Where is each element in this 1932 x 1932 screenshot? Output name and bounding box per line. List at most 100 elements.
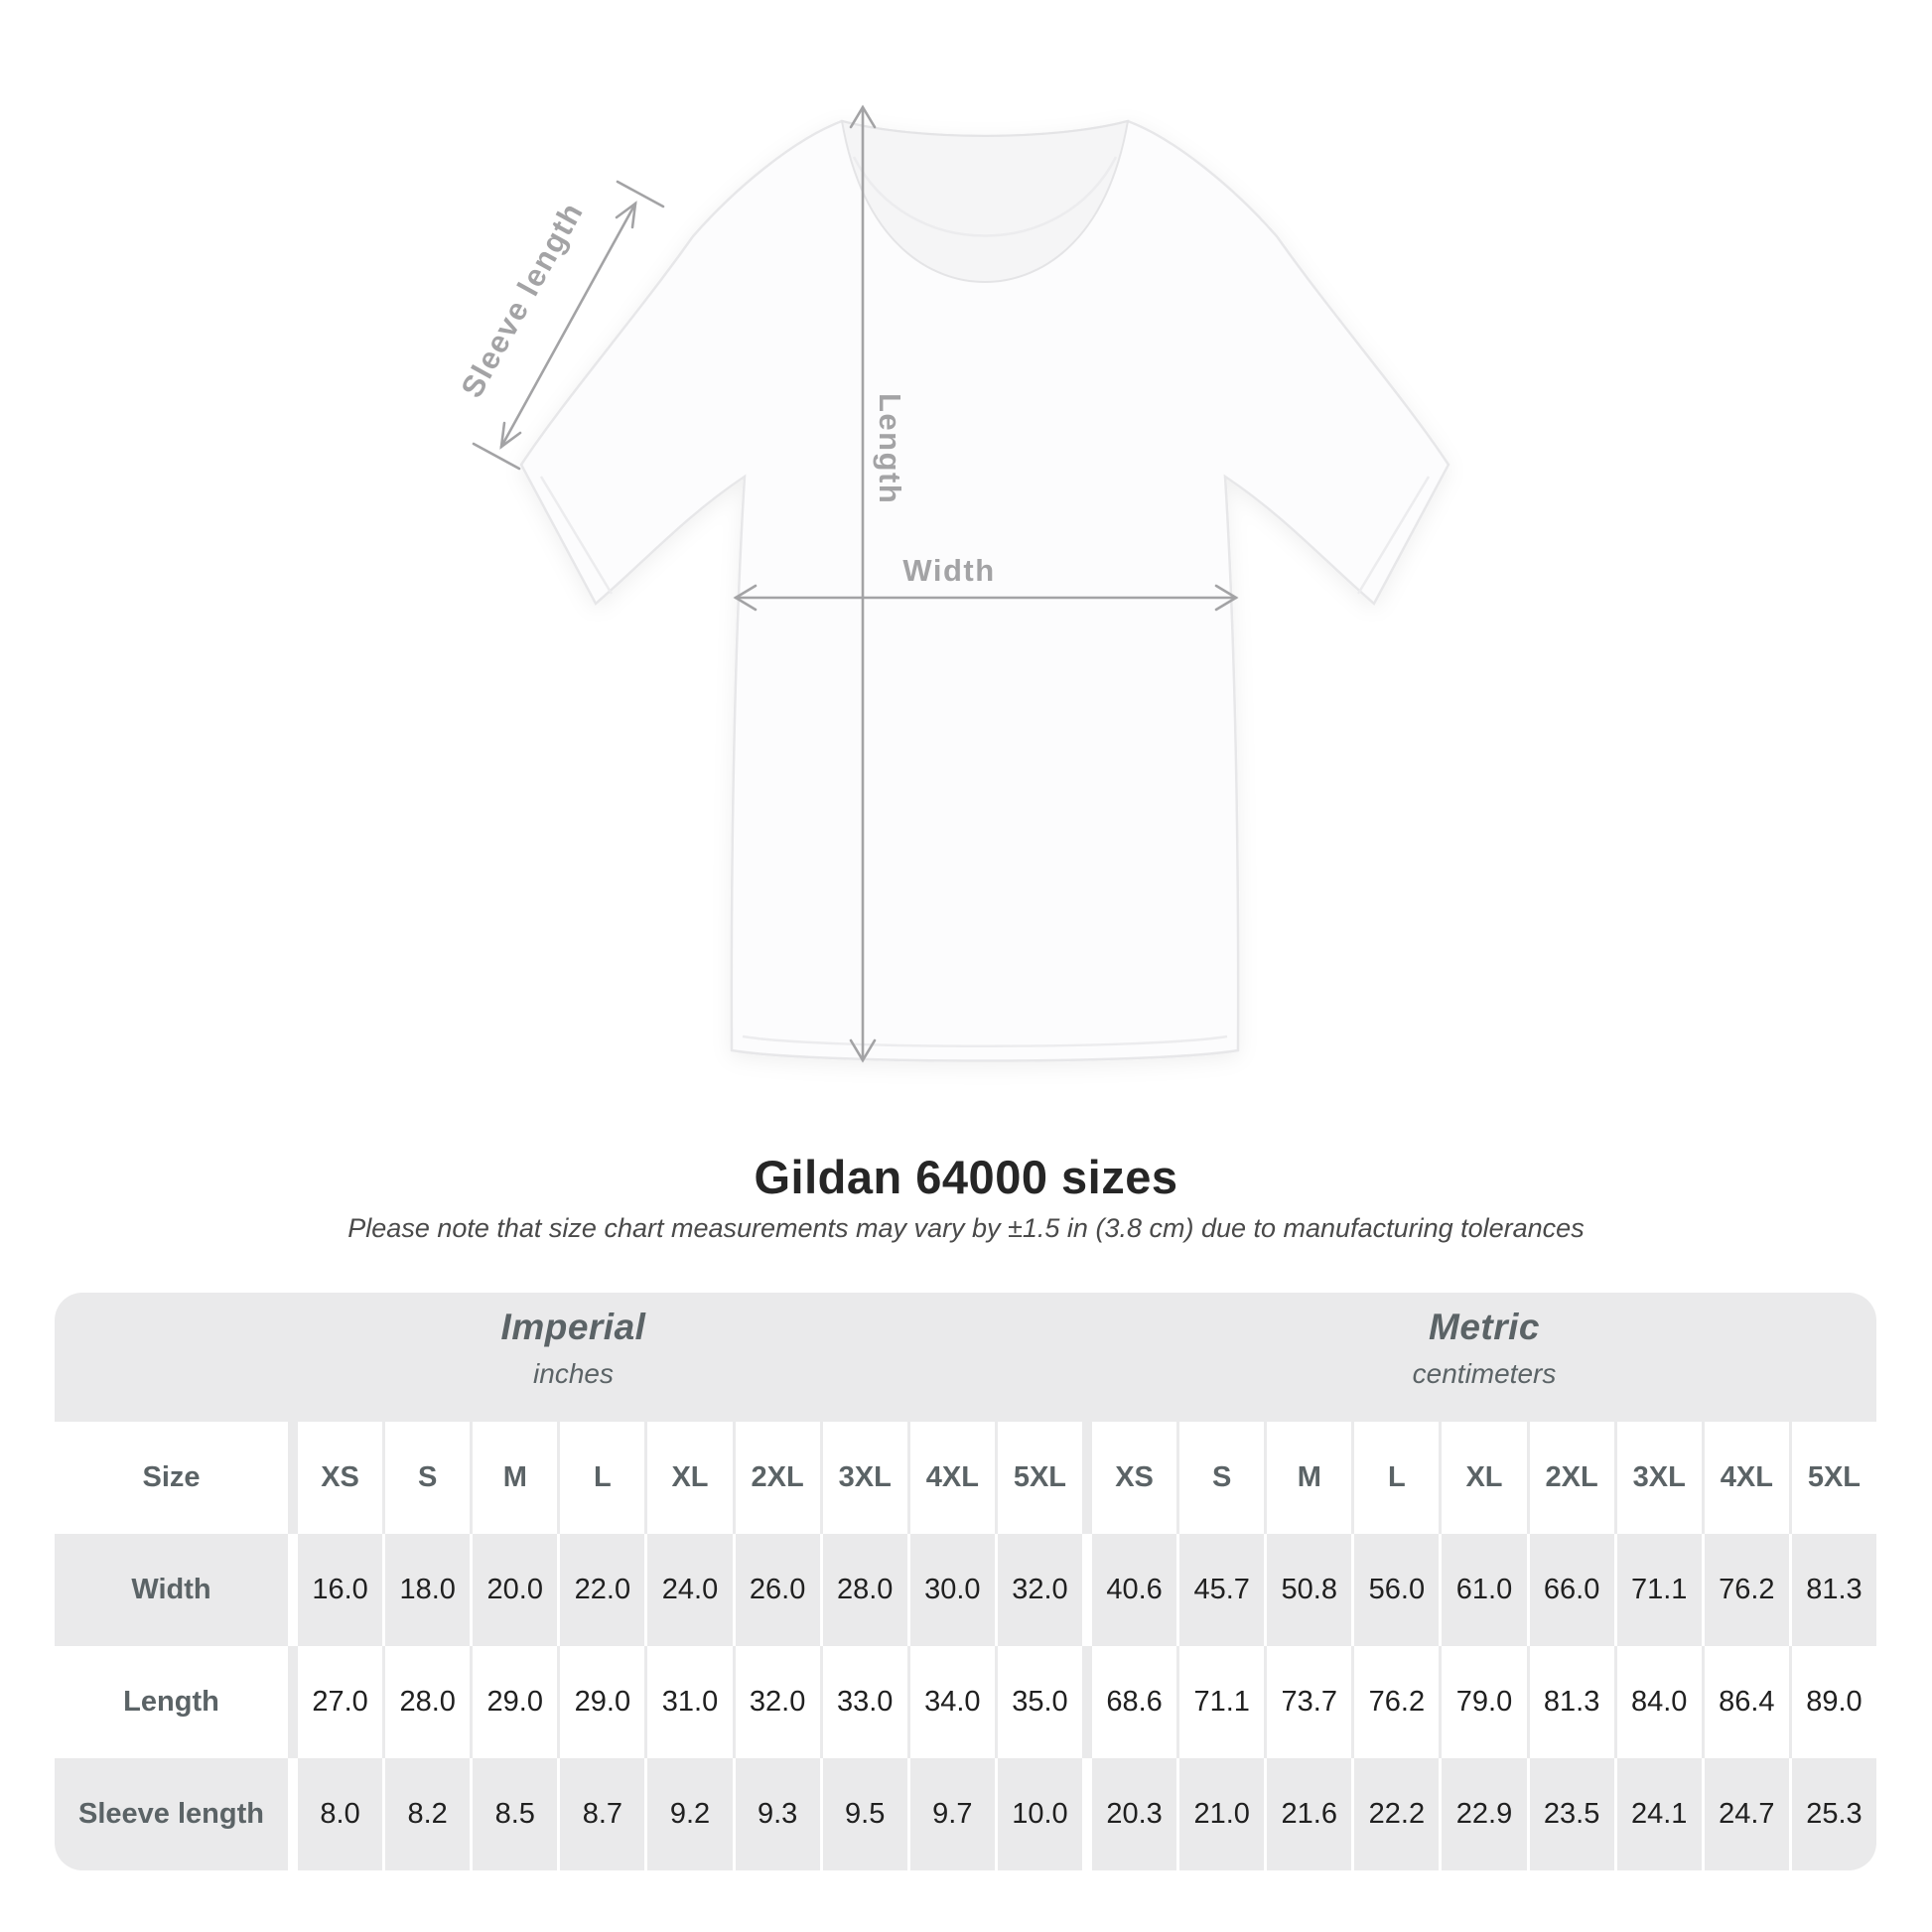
measure-row-1-imperial-cell: 34.0	[909, 1646, 995, 1758]
size-header-row-metric-cell: 3XL	[1616, 1422, 1702, 1534]
width-label: Width	[902, 553, 995, 588]
measure-row-0-imperial-cell: 26.0	[735, 1534, 820, 1646]
measure-row-1-metric-cell: 79.0	[1442, 1646, 1527, 1758]
imperial-title: Imperial	[500, 1307, 646, 1347]
measure-row-0-metric-cells: 40.6 45.7 50.8 56.0 61.0 66.0 71.1 76.2 81.3	[1092, 1534, 1876, 1646]
measure-row-2-imperial-cell: 9.3	[735, 1758, 820, 1870]
measure-row-2-label: Sleeve length	[55, 1758, 288, 1870]
size-header-row-metric-cells: XS S M L XL 2XL 3XL 4XL 5XL	[1092, 1422, 1876, 1534]
column-gap	[288, 1758, 298, 1870]
size-header-row: Size XS S M L XL 2XL 3XL 4XL 5XL XS S M L XL 2XL 3XL 4XL 5…	[55, 1422, 1876, 1534]
measure-row-0-metric-cell: 71.1	[1616, 1534, 1702, 1646]
measure-row-1-metric-cell: 86.4	[1704, 1646, 1789, 1758]
measure-row-0-metric-cell: 40.6	[1092, 1534, 1177, 1646]
measure-row-0-imperial-cell: 24.0	[647, 1534, 733, 1646]
measure-row-1-imperial-cell: 29.0	[473, 1646, 558, 1758]
size-header-row-metric-cell: 4XL	[1704, 1422, 1789, 1534]
measure-row-0-metric-cell: 76.2	[1704, 1534, 1789, 1646]
size-header-row-metric-cell: S	[1179, 1422, 1265, 1534]
measure-row-2-imperial-cell: 8.2	[385, 1758, 471, 1870]
size-header-row-imperial-cell: 5XL	[997, 1422, 1082, 1534]
size-header-row-imperial-cell: S	[385, 1422, 471, 1534]
measure-row-1-metric-cell: 71.1	[1179, 1646, 1265, 1758]
measure-row-2-metric-cell: 25.3	[1791, 1758, 1876, 1870]
column-gap	[288, 1422, 298, 1534]
measure-row-1-imperial-cells: 27.0 28.0 29.0 29.0 31.0 32.0 33.0 34.0 35.0	[298, 1646, 1082, 1758]
width-arrow	[733, 584, 1239, 612]
measure-row-0: Width 16.0 18.0 20.0 22.0 24.0 26.0 28.0 30.0 32.…	[55, 1534, 1876, 1646]
size-header-row-imperial-cell: 4XL	[909, 1422, 995, 1534]
column-gap	[1082, 1534, 1092, 1646]
unit-header-band: Imperial inches Metric centimeters	[55, 1293, 1876, 1422]
measure-row-0-imperial-cell: 16.0	[298, 1534, 383, 1646]
measure-row-0-metric-cell: 81.3	[1791, 1534, 1876, 1646]
size-header-row-metric-cell: L	[1354, 1422, 1440, 1534]
size-header-row-imperial-cells: XS S M L XL 2XL 3XL 4XL 5XL	[298, 1422, 1082, 1534]
measure-row-2-metric-cell: 24.7	[1704, 1758, 1789, 1870]
measure-row-0-imperial-cell: 22.0	[560, 1534, 645, 1646]
size-header-row-imperial-cell: 2XL	[735, 1422, 820, 1534]
measure-row-2-imperial-cell: 9.2	[647, 1758, 733, 1870]
measure-row-0-metric-cell: 50.8	[1267, 1534, 1352, 1646]
measure-row-1-imperial-cell: 29.0	[560, 1646, 645, 1758]
right-cuff-seam	[1356, 476, 1431, 595]
imperial-header: Imperial inches	[55, 1293, 1092, 1422]
metric-unit: centimeters	[1412, 1358, 1557, 1389]
length-arrow	[849, 104, 877, 1063]
measure-row-1-metric-cell: 81.3	[1529, 1646, 1614, 1758]
measure-row-1-imperial-cell: 32.0	[735, 1646, 820, 1758]
measure-row-0-imperial-cell: 18.0	[385, 1534, 471, 1646]
measure-row-0-metric-cell: 56.0	[1354, 1534, 1440, 1646]
measure-row-0-label: Width	[55, 1534, 288, 1646]
measure-row-1-metric-cell: 68.6	[1092, 1646, 1177, 1758]
size-header-row-imperial-cell: XS	[298, 1422, 383, 1534]
measure-row-2-metric-cell: 24.1	[1616, 1758, 1702, 1870]
measure-row-2-imperial-cell: 8.0	[298, 1758, 383, 1870]
measure-row-1: Length 27.0 28.0 29.0 29.0 31.0 32.0 33.0 34.0 35…	[55, 1646, 1876, 1758]
tshirt-measurement-diagram: Length Width Sleeve length	[454, 104, 1450, 1063]
measure-row-2-imperial-cell: 8.7	[560, 1758, 645, 1870]
measure-row-1-metric-cell: 76.2	[1354, 1646, 1440, 1758]
sleeve-length-arrow	[472, 180, 665, 471]
measure-row-2-metric-cell: 22.2	[1354, 1758, 1440, 1870]
column-gap	[288, 1646, 298, 1758]
size-header-row-imperial-cell: L	[560, 1422, 645, 1534]
measure-row-1-metric-cell: 84.0	[1616, 1646, 1702, 1758]
size-header-row-label: Size	[55, 1422, 288, 1534]
measure-row-2-imperial-cells: 8.0 8.2 8.5 8.7 9.2 9.3 9.5 9.7 10.0	[298, 1758, 1082, 1870]
tolerance-note: Please note that size chart measurements…	[347, 1213, 1585, 1243]
measure-row-0-imperial-cell: 20.0	[473, 1534, 558, 1646]
measure-row-0-metric-cell: 61.0	[1442, 1534, 1527, 1646]
page-title: Gildan 64000 sizes	[754, 1151, 1178, 1203]
measure-row-0-imperial-cells: 16.0 18.0 20.0 22.0 24.0 26.0 28.0 30.0 32.0	[298, 1534, 1082, 1646]
measure-row-0-imperial-cell: 32.0	[997, 1534, 1082, 1646]
size-header-row-imperial-cell: M	[473, 1422, 558, 1534]
size-header-row-imperial-cell: XL	[647, 1422, 733, 1534]
measure-row-1-metric-cell: 73.7	[1267, 1646, 1352, 1758]
measure-row-1-imperial-cell: 33.0	[822, 1646, 907, 1758]
tshirt-body	[519, 119, 1450, 1062]
measure-row-0-metric-cell: 45.7	[1179, 1534, 1265, 1646]
tshirt-graphic	[519, 119, 1450, 1062]
column-gap	[288, 1534, 298, 1646]
measure-row-2-imperial-cell: 9.5	[822, 1758, 907, 1870]
measure-row-2-metric-cell: 20.3	[1092, 1758, 1177, 1870]
measure-row-1-metric-cells: 68.6 71.1 73.7 76.2 79.0 81.3 84.0 86.4 89.0	[1092, 1646, 1876, 1758]
size-header-row-metric-cell: XL	[1442, 1422, 1527, 1534]
measure-row-2-metric-cells: 20.3 21.0 21.6 22.2 22.9 23.5 24.1 24.7 25.3	[1092, 1758, 1876, 1870]
measure-row-1-imperial-cell: 28.0	[385, 1646, 471, 1758]
measure-row-2-metric-cell: 22.9	[1442, 1758, 1527, 1870]
length-label: Length	[873, 393, 907, 504]
collar-opening	[840, 119, 1130, 284]
measure-row-1-label: Length	[55, 1646, 288, 1758]
measure-row-0-imperial-cell: 28.0	[822, 1534, 907, 1646]
left-cuff-seam	[539, 476, 614, 595]
size-header-row-metric-cell: 2XL	[1529, 1422, 1614, 1534]
size-header-row-imperial-cell: 3XL	[822, 1422, 907, 1534]
table-body: Size XS S M L XL 2XL 3XL 4XL 5XL XS S M L XL 2XL 3XL 4XL 5…	[55, 1422, 1876, 1870]
hem-seam	[742, 1035, 1228, 1047]
size-table: Imperial inches Metric centimeters Size X…	[55, 1293, 1876, 1870]
collar-stitch	[852, 156, 1118, 237]
metric-header: Metric centimeters	[1092, 1293, 1876, 1422]
measure-row-1-imperial-cell: 35.0	[997, 1646, 1082, 1758]
